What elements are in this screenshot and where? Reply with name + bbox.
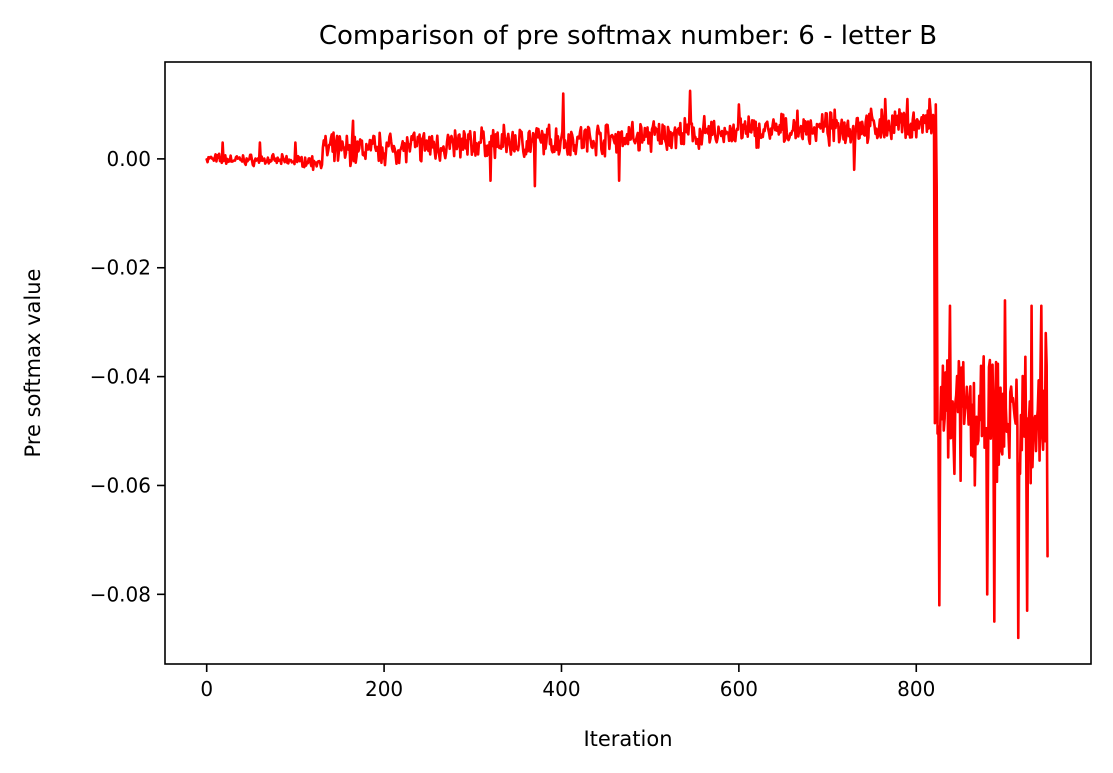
x-tick-label: 400: [542, 677, 580, 701]
x-tick-label: 600: [720, 677, 758, 701]
y-tick-label: −0.06: [90, 473, 151, 497]
y-tick-label: −0.04: [90, 365, 151, 389]
x-axis: 0 200 400 600 800: [200, 664, 935, 701]
plot-area: [164, 61, 1092, 665]
y-tick-label: −0.08: [90, 582, 151, 606]
y-tick-label: 0.00: [106, 147, 151, 171]
y-axis: 0.00 −0.02 −0.04 −0.06 −0.08: [90, 147, 165, 606]
series-line: [205, 89, 1049, 640]
x-tick-label: 200: [365, 677, 403, 701]
x-axis-label: Iteration: [583, 727, 672, 751]
y-axis-label: Pre softmax value: [21, 269, 45, 458]
chart-title: Comparison of pre softmax number: 6 - le…: [319, 21, 937, 51]
x-tick-label: 0: [200, 677, 213, 701]
x-tick-label: 800: [897, 677, 935, 701]
series-layer: [205, 89, 1049, 640]
plot-frame: [164, 61, 1092, 665]
y-tick-label: −0.02: [90, 256, 151, 280]
